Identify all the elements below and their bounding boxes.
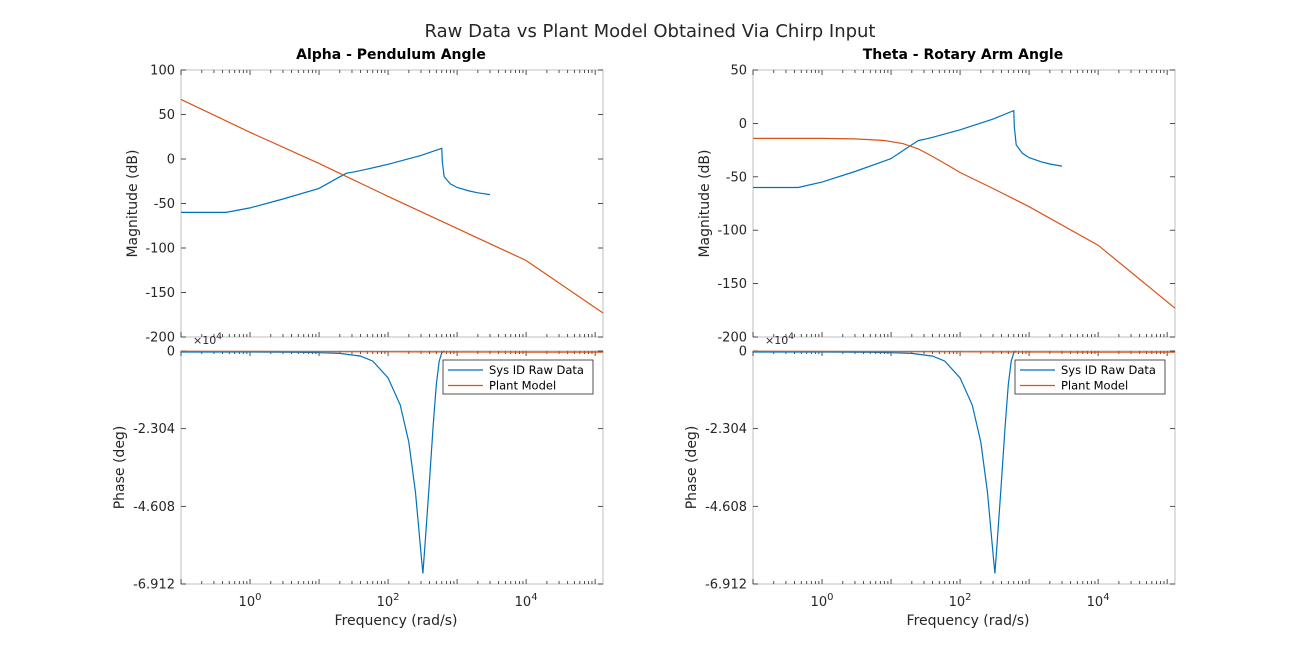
phase-multiplier: ×104 — [765, 332, 794, 347]
x-tick-label: 100 — [811, 592, 834, 610]
y-tick-label: -100 — [717, 224, 747, 239]
y-axis-label: Magnitude (dB) — [697, 149, 713, 257]
alpha-chart: Alpha - Pendulum Angle 100500-50-100-150… — [112, 47, 604, 629]
y-tick-label: 50 — [730, 64, 747, 79]
raw-data-line — [181, 147, 491, 213]
x-tick-exp: 2 — [965, 592, 971, 603]
y-tick-label: -6.912 — [705, 578, 747, 593]
x-tick-exp: 2 — [393, 592, 399, 603]
legend-box — [1014, 359, 1166, 395]
x-tick-label: 104 — [515, 592, 538, 610]
y-tick-label: 50 — [158, 108, 175, 123]
y-tick-label: -6.912 — [133, 578, 175, 593]
x-tick-label: 100 — [239, 592, 262, 610]
y-tick-label: -50 — [154, 197, 175, 212]
legend-entry: Plant Model — [489, 379, 556, 393]
y-axis-label: Magnitude (dB) — [125, 149, 141, 257]
y-tick-label: -4.608 — [705, 500, 747, 515]
plant-model-line — [180, 98, 604, 314]
plot-frame — [180, 69, 604, 338]
y-tick-label: 100 — [150, 64, 175, 79]
x-axis-label: Frequency (rad/s) — [907, 613, 1030, 629]
multiplier-exp: 4 — [216, 332, 222, 342]
phase-multiplier: ×104 — [193, 332, 222, 347]
y-tick-label: -200 — [717, 331, 747, 346]
y-tick-label: -50 — [726, 170, 747, 185]
y-tick-label: -100 — [145, 242, 175, 257]
x-tick-base: 10 — [239, 595, 256, 610]
legend-entry: Sys ID Raw Data — [1061, 363, 1156, 377]
legend: Sys ID Raw Data Plant Model — [442, 359, 594, 395]
plot-frame — [752, 69, 1176, 338]
x-tick-label: 104 — [1087, 592, 1110, 610]
y-tick-label: 0 — [739, 117, 747, 132]
x-tick-exp: 4 — [1103, 592, 1109, 603]
x-tick-exp: 0 — [255, 592, 261, 603]
y-tick-label: -150 — [717, 277, 747, 292]
legend-entry: Sys ID Raw Data — [489, 363, 584, 377]
alpha-magnitude-plot: 100 50 0 -50 -100 -150 -200 Magnitude (dB) — [125, 64, 604, 346]
x-tick-base: 10 — [515, 595, 532, 610]
multiplier-base: ×10 — [193, 334, 216, 347]
legend-box — [442, 359, 594, 395]
y-tick-label: 0 — [739, 345, 747, 360]
x-tick-exp: 0 — [827, 592, 833, 603]
plant-model-line — [753, 137, 1176, 309]
legend: Sys ID Raw Data Plant Model — [1014, 359, 1166, 395]
plant-model-line — [180, 350, 603, 353]
x-axis-label: Frequency (rad/s) — [335, 613, 458, 629]
y-axis-label: Phase (deg) — [684, 426, 700, 510]
raw-data-line — [753, 109, 1063, 189]
raw-data-line — [181, 350, 445, 574]
raw-data-line — [753, 350, 1017, 574]
y-tick-label: -200 — [145, 331, 175, 346]
chart-title: Alpha - Pendulum Angle — [296, 47, 486, 63]
x-tick-label: 102 — [949, 592, 972, 610]
y-axis-label: Phase (deg) — [112, 426, 128, 510]
y-tick-label: -150 — [145, 286, 175, 301]
y-tick-label: -2.304 — [705, 422, 747, 437]
y-tick-label: 0 — [167, 345, 175, 360]
x-tick-base: 10 — [377, 595, 394, 610]
figure-title: Raw Data vs Plant Model Obtained Via Chi… — [425, 21, 876, 42]
x-tick-base: 10 — [949, 595, 966, 610]
y-tick-label: -2.304 — [133, 422, 175, 437]
x-tick-base: 10 — [1087, 595, 1104, 610]
legend-entry: Plant Model — [1061, 379, 1128, 393]
y-tick-label: -4.608 — [133, 500, 175, 515]
theta-chart: Theta - Rotary Arm Angle 50 0 -50 -100 -150 -… — [684, 47, 1176, 629]
theta-magnitude-plot: 50 0 -50 -100 -150 -200 Magnitude (dB) — [697, 64, 1176, 346]
x-tick-exp: 4 — [531, 592, 537, 603]
chart-title: Theta - Rotary Arm Angle — [863, 47, 1063, 63]
multiplier-base: ×10 — [765, 334, 788, 347]
x-tick-base: 10 — [811, 595, 828, 610]
x-tick-label: 102 — [377, 592, 400, 610]
y-tick-label: 0 — [167, 153, 175, 168]
multiplier-exp: 4 — [788, 332, 794, 342]
plant-model-line — [752, 350, 1175, 353]
